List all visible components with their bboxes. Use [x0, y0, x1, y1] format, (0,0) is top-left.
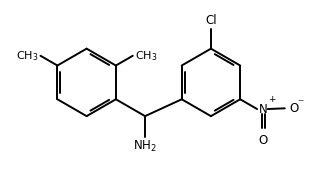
Text: Cl: Cl	[205, 14, 217, 27]
Text: O: O	[290, 102, 299, 115]
Text: O: O	[259, 134, 268, 147]
Text: NH$_2$: NH$_2$	[133, 139, 157, 154]
Text: ⁻: ⁻	[297, 97, 303, 110]
Text: CH$_3$: CH$_3$	[135, 49, 157, 63]
Text: +: +	[269, 95, 276, 104]
Text: CH$_3$: CH$_3$	[16, 49, 39, 63]
Text: N: N	[259, 103, 268, 115]
